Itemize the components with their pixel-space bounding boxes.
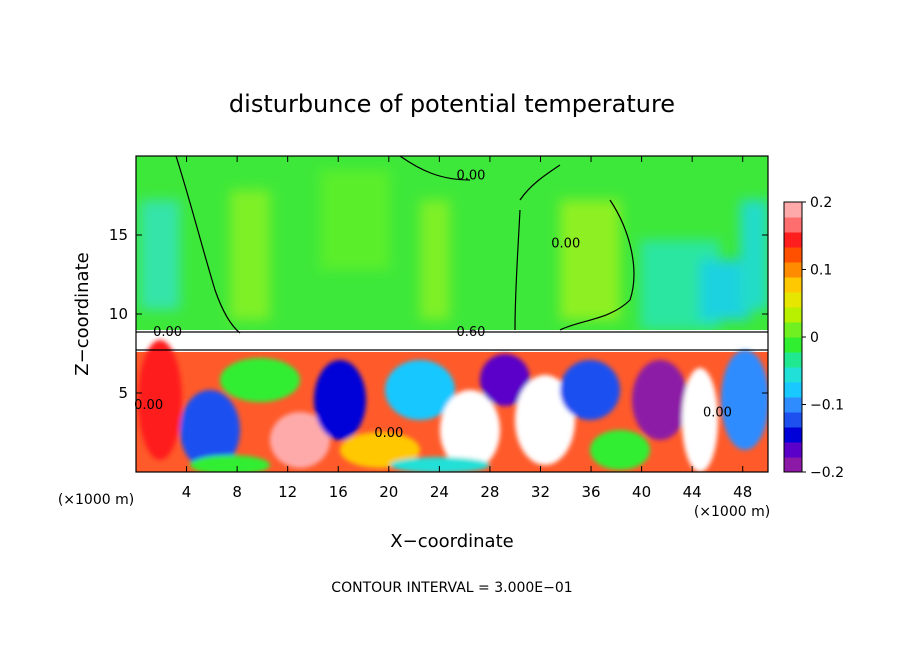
x-axis: 4 8 12 16 20 24 28 32 36 40 44 48 — [182, 156, 752, 501]
x-tick-label: 44 — [683, 483, 702, 501]
x-unit-right: (×1000 m) — [694, 504, 770, 520]
colorbar-swatch — [784, 247, 802, 263]
colorbar-swatch — [784, 352, 802, 368]
contour-interval-note: CONTOUR INTERVAL = 3.000E−01 — [331, 580, 572, 596]
x-tick-label: 20 — [379, 483, 398, 501]
x-tick-label: 8 — [232, 483, 242, 501]
x-tick-label: 48 — [733, 483, 752, 501]
colorbar-swatch — [784, 262, 802, 278]
x-tick-label: 4 — [182, 483, 192, 501]
colorbar-swatch — [784, 307, 802, 323]
contour-label: 0.00 — [551, 237, 580, 252]
x-tick-label: 16 — [329, 483, 348, 501]
colorbar-ticks: 0.2 0.1 0 −0.1 −0.2 — [802, 195, 844, 481]
colorbar-tick-label: 0.1 — [810, 263, 832, 279]
colorbar-swatch — [784, 442, 802, 458]
x-tick-label: 40 — [632, 483, 651, 501]
x-tick-label: 28 — [480, 483, 499, 501]
colorbar-swatch — [784, 202, 802, 218]
colorbar-tick-label: −0.2 — [810, 465, 844, 481]
contour-label: 0.00 — [134, 398, 163, 413]
contour-label: 0.00 — [456, 169, 485, 184]
y-axis: 5 10 15 — [109, 226, 768, 402]
contour-label: 0.00 — [703, 406, 732, 421]
colorbar-swatch — [784, 412, 802, 428]
colorbar-tick-label: −0.1 — [810, 398, 844, 414]
colorbar-swatch — [784, 217, 802, 233]
colorbar — [783, 201, 803, 473]
contour-label: 0.00 — [374, 426, 403, 441]
colorbar-tick-label: 0.2 — [810, 195, 832, 211]
colorbar-swatch — [784, 292, 802, 308]
colorbar-swatch — [784, 232, 802, 248]
colorbar-swatch — [784, 322, 802, 338]
colorbar-swatch — [784, 382, 802, 398]
x-tick-label: 24 — [430, 483, 449, 501]
chart-title: disturbunce of potential temperature — [229, 90, 675, 118]
x-tick-label: 36 — [581, 483, 600, 501]
colorbar-swatch — [784, 457, 802, 473]
colorbar-swatch — [784, 397, 802, 413]
colorbar-swatch — [784, 277, 802, 293]
contour-label: 0.60 — [456, 325, 485, 340]
colorbar-swatch — [784, 427, 802, 443]
y-axis-title: Z−coordinate — [72, 252, 93, 375]
contour-label: 0.00 — [153, 325, 182, 340]
colorbar-swatch — [784, 337, 802, 353]
y-tick-label: 10 — [109, 305, 128, 323]
x-axis-title: X−coordinate — [390, 531, 513, 552]
colorbar-tick-label: 0 — [810, 330, 819, 346]
x-tick-label: 32 — [531, 483, 550, 501]
heatmap-field — [136, 156, 768, 472]
x-tick-label: 12 — [278, 483, 297, 501]
contour-labels: 0.00 0.00 0.00 0.60 0.00 0.00 0.00 — [134, 169, 732, 442]
x-unit-left: (×1000 m) — [58, 492, 134, 508]
y-tick-label: 15 — [109, 226, 128, 244]
y-tick-label: 5 — [118, 384, 128, 402]
colorbar-swatch — [784, 367, 802, 383]
